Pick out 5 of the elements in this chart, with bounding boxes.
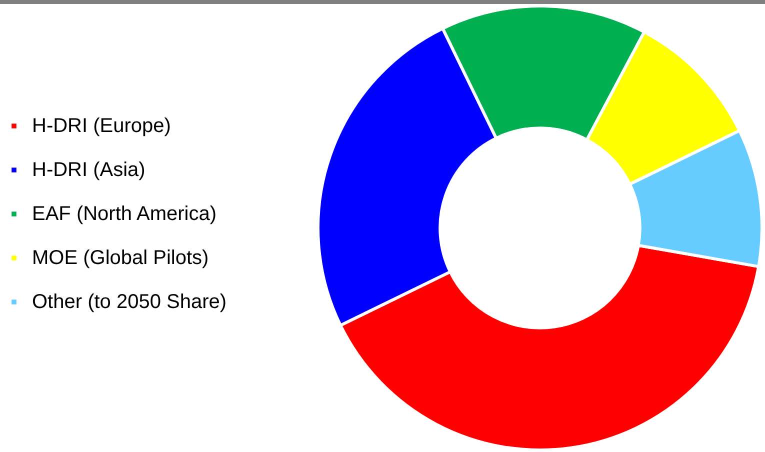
legend-label: H-DRI (Europe)	[32, 115, 171, 137]
legend-label: EAF (North America)	[32, 203, 216, 225]
legend-label: Other (to 2050 Share)	[32, 291, 227, 313]
legend-label: H-DRI (Asia)	[32, 159, 146, 181]
legend-label: MOE (Global Pilots)	[32, 247, 209, 269]
